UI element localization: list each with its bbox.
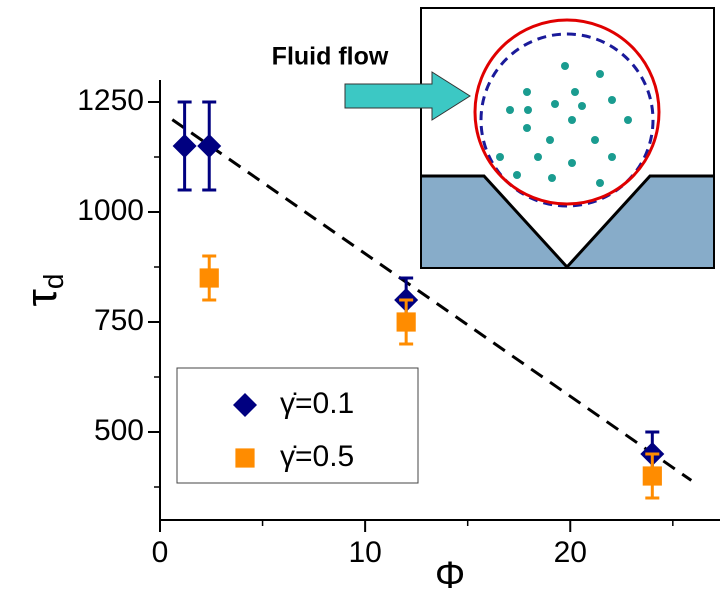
data-point <box>397 312 416 331</box>
chart: 500 750 1000 1250 0 10 20 Φτd Fluid flow γ̇=0.1… <box>0 0 720 598</box>
y-tick-label: 750 <box>94 304 144 337</box>
data-point <box>173 134 197 158</box>
annotation: Fluid flow <box>272 43 389 71</box>
y-axis-subscript: d <box>38 274 69 290</box>
data-point <box>197 134 221 158</box>
legend-label: γ̇=0.1 <box>280 387 354 420</box>
x-tick-label: 20 <box>554 536 587 569</box>
data-point <box>643 466 662 485</box>
legend: γ̇=0.1 γ̇=0.5 <box>177 368 418 483</box>
y-axis-label: τd <box>17 274 70 307</box>
legend-label: γ̇=0.5 <box>280 440 354 473</box>
data-point <box>200 268 219 287</box>
x-axis-label: Φ <box>435 555 465 597</box>
y-axis-symbol: τ <box>17 288 66 306</box>
x-tick-label: 0 <box>152 536 169 569</box>
inset-diagram <box>345 8 714 268</box>
y-tick-label: 1250 <box>77 84 144 117</box>
y-tick-label: 500 <box>94 414 144 447</box>
x-tick-label: 10 <box>348 536 381 569</box>
y-tick-label: 1000 <box>77 194 144 227</box>
legend-marker <box>235 448 254 467</box>
